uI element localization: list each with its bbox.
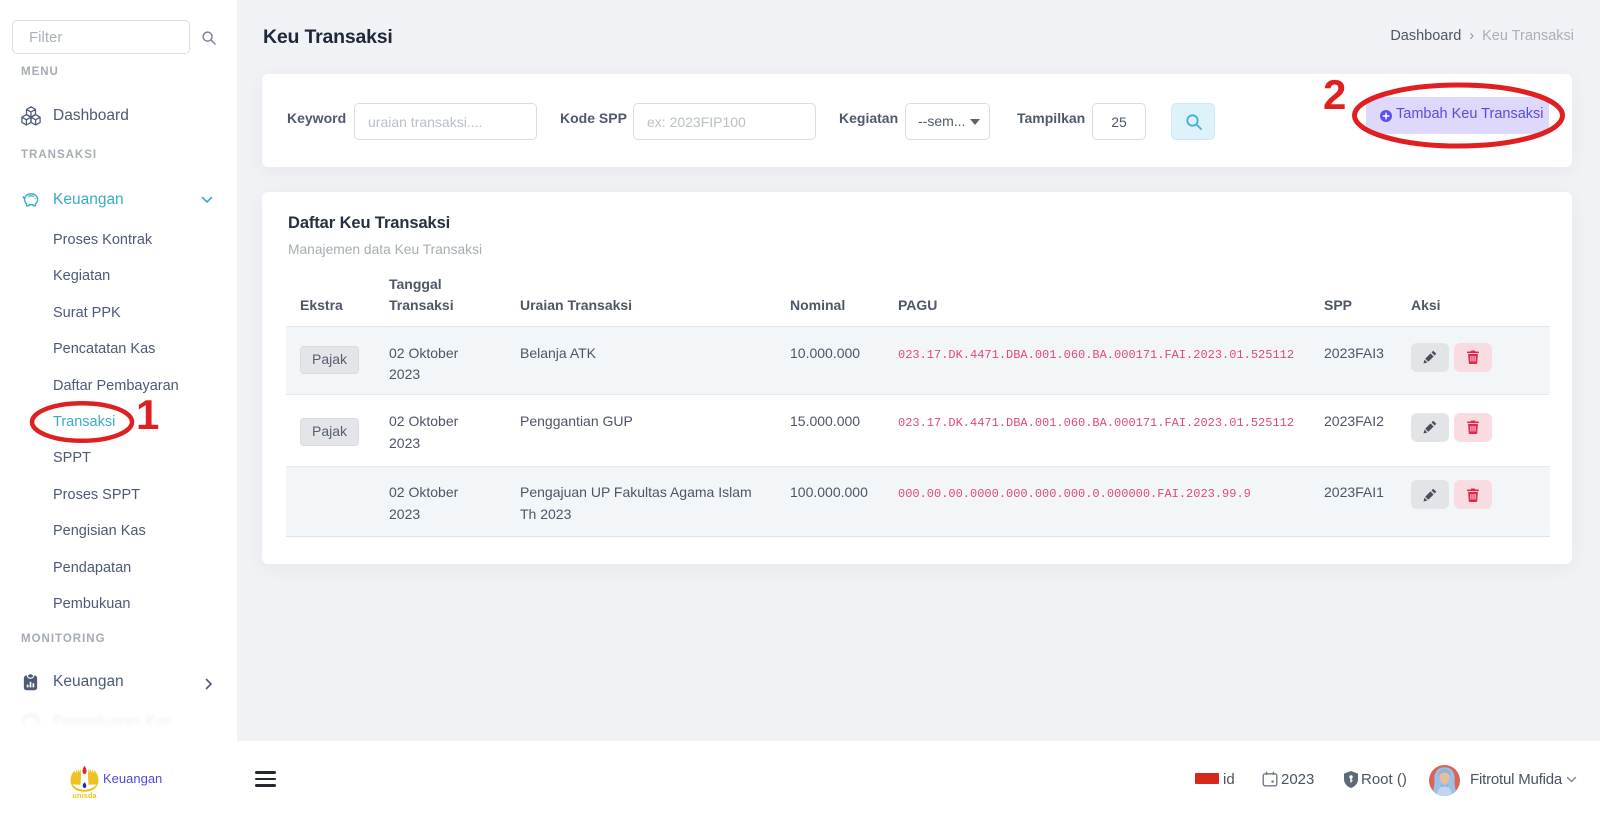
svg-text:unisda: unisda — [72, 791, 97, 800]
